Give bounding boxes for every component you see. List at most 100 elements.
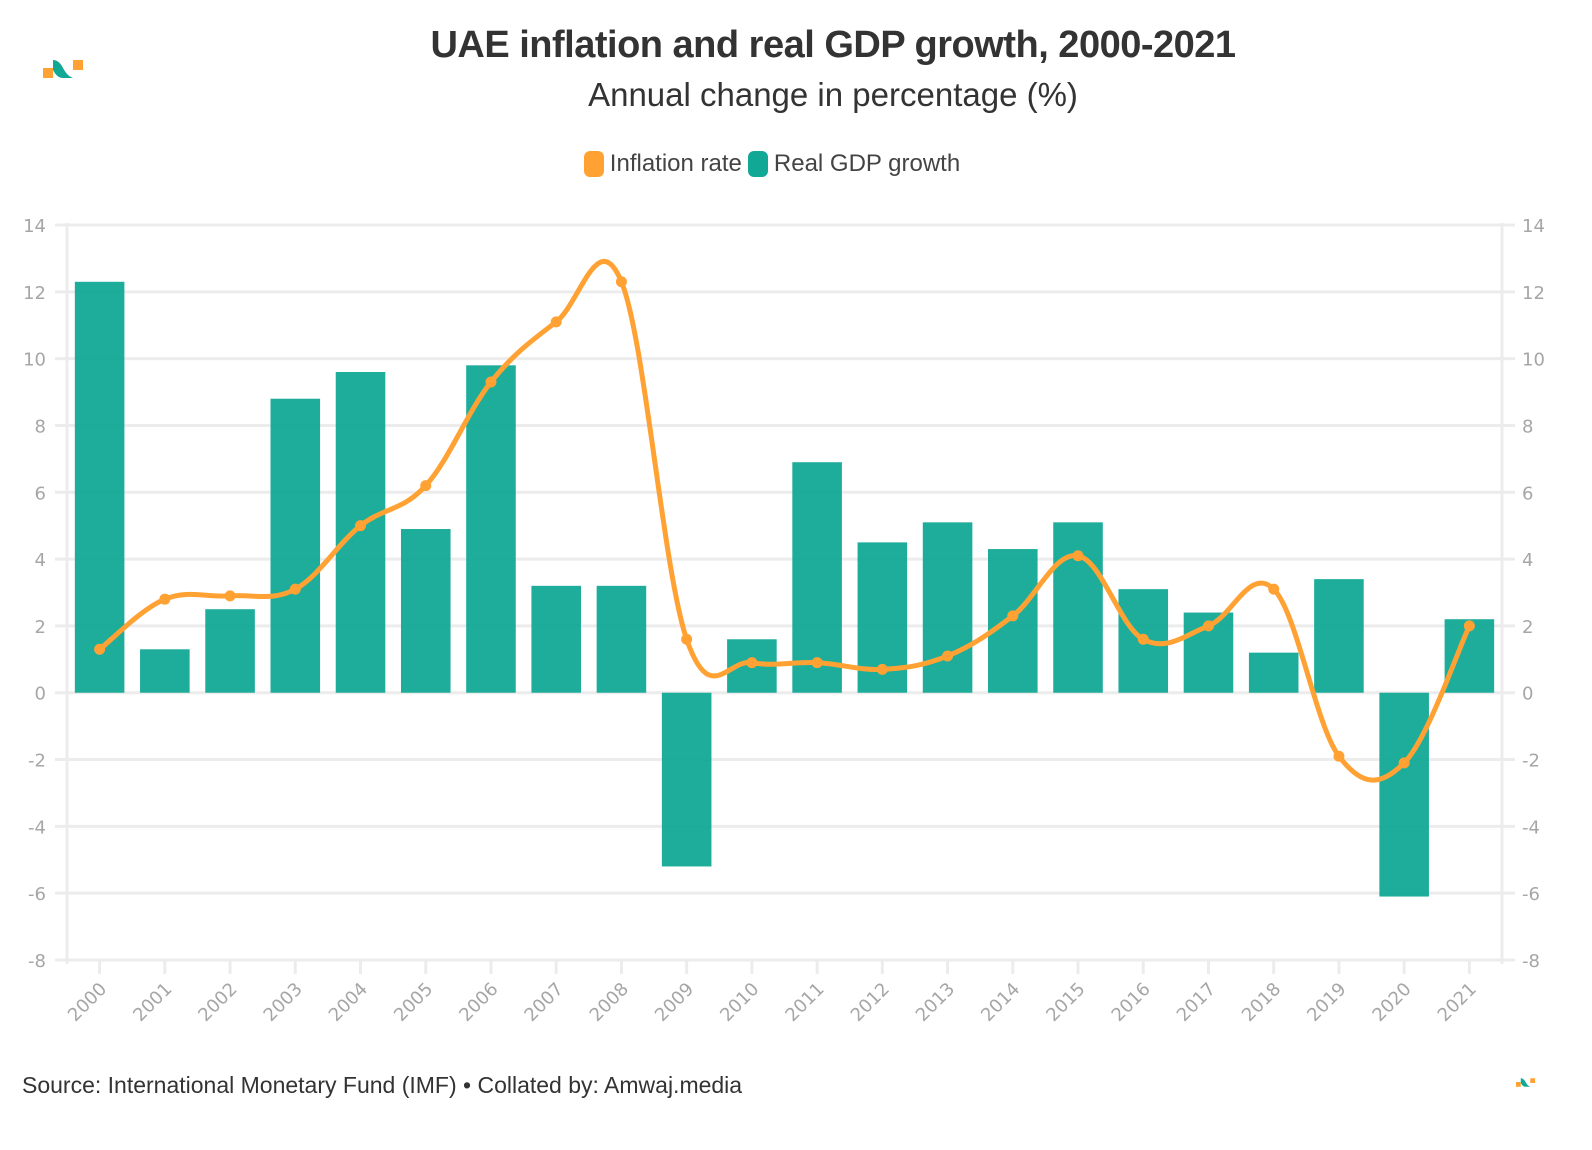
x-tick-label: 2020 (1368, 979, 1415, 1026)
amwaj-logo-icon (43, 60, 83, 78)
source-note: Source: International Monetary Fund (IMF… (22, 1072, 743, 1098)
inflation-point (1398, 757, 1410, 769)
inflation-point (224, 590, 236, 602)
x-tick-label: 2012 (847, 979, 894, 1026)
y-tick-label-left: -8 (28, 951, 46, 972)
x-tick-label: 2017 (1173, 979, 1220, 1026)
x-tick-label: 2018 (1238, 979, 1285, 1026)
inflation-point (876, 663, 888, 675)
gdp-bar (400, 529, 451, 693)
y-tick-label-left: 8 (35, 416, 46, 437)
inflation-point (355, 520, 367, 532)
axes (65, 223, 1504, 974)
y-tick-label-right: 0 (1522, 684, 1533, 705)
y-tick-label-left: -4 (28, 817, 46, 838)
inflation-point (94, 643, 106, 655)
amwaj-logo-small-icon (1516, 1078, 1536, 1087)
y-tick-label-right: 6 (1522, 483, 1533, 504)
x-tick-label: 2011 (781, 979, 828, 1026)
y-tick-label-left: 0 (35, 684, 46, 705)
y-tick-label-left: 6 (35, 483, 46, 504)
gdp-bar (335, 372, 386, 693)
y-tick-label-right: -4 (1522, 817, 1540, 838)
y-tick-label-right: 10 (1522, 350, 1545, 371)
legend-swatch-inflation (583, 151, 604, 177)
inflation-point (485, 376, 497, 388)
x-tick-label: 2013 (912, 979, 959, 1026)
gdp-bar (661, 692, 712, 867)
inflation-point (1007, 610, 1019, 622)
inflation-line (94, 259, 1475, 783)
chart-subtitle: Annual change in percentage (%) (588, 76, 1078, 113)
inflation-point (1072, 550, 1084, 562)
y-tick-label-right: 2 (1522, 617, 1533, 638)
x-tick-label: 2005 (390, 979, 437, 1026)
gdp-bar (1314, 579, 1364, 693)
inflation-point (942, 650, 954, 662)
x-tick-label: 2008 (586, 979, 633, 1026)
x-tick-label: 2009 (651, 979, 698, 1026)
gdp-bar (1248, 652, 1299, 693)
chart-title: UAE inflation and real GDP growth, 2000-… (430, 24, 1236, 66)
gdp-bar (922, 522, 973, 693)
inflation-point (1202, 620, 1214, 632)
gdp-bar (792, 462, 842, 693)
gdp-bar (531, 585, 581, 693)
gdp-bars (74, 281, 1495, 897)
x-tick-label: 2014 (977, 979, 1024, 1026)
y-tick-label-left: 4 (35, 550, 46, 571)
x-tick-label: 2016 (1108, 979, 1155, 1026)
y-tick-label-right: -2 (1522, 751, 1540, 772)
y-tick-label-left: 10 (23, 350, 46, 371)
gdp-bar (1379, 692, 1429, 897)
x-tick-label: 2001 (129, 979, 176, 1026)
inflation-point (289, 583, 301, 595)
gdp-bar (466, 365, 516, 693)
y-tick-label-right: -6 (1522, 884, 1540, 905)
x-tick-label: 2021 (1434, 979, 1481, 1026)
y-tick-label-right: 14 (1522, 216, 1545, 237)
gdp-bar (270, 398, 321, 693)
x-tick-label: 2000 (64, 979, 111, 1026)
y-tick-label-left: -2 (28, 751, 46, 772)
legend-item-gdp[interactable]: Real GDP growth (747, 150, 961, 178)
y-tick-label-left: -6 (28, 884, 46, 905)
legend-label-gdp: Real GDP growth (773, 150, 961, 177)
inflation-point (159, 593, 171, 605)
x-tick-label: 2002 (194, 979, 241, 1026)
x-tick-label: 2007 (520, 979, 567, 1026)
legend: Inflation rate Real GDP growth (0, 150, 1544, 178)
y-tick-label-right: 4 (1522, 550, 1533, 571)
x-tick-label: 2006 (455, 979, 502, 1026)
legend-swatch-gdp (747, 151, 768, 177)
x-tick-label: 2003 (260, 979, 307, 1026)
x-tick-label: 2010 (716, 979, 763, 1026)
gdp-bar (596, 585, 647, 693)
x-tick-label: 2004 (325, 979, 372, 1026)
y-tick-label-right: 8 (1522, 416, 1533, 437)
y-tick-label-left: 14 (23, 216, 46, 237)
inflation-point (746, 657, 758, 669)
inflation-point (1268, 583, 1280, 595)
y-tick-label-left: 2 (35, 617, 46, 638)
y-tick-label-right: 12 (1522, 283, 1545, 304)
inflation-point (811, 657, 823, 669)
legend-item-inflation[interactable]: Inflation rate (583, 150, 742, 178)
inflation-point (550, 316, 562, 328)
legend-label-inflation: Inflation rate (609, 150, 742, 177)
inflation-point (420, 480, 432, 492)
y-tick-label-right: -8 (1522, 951, 1540, 972)
gdp-bar (74, 281, 125, 693)
x-tick-label: 2015 (1042, 979, 1089, 1026)
gdp-bar (1053, 522, 1103, 693)
inflation-point (1137, 633, 1149, 645)
gdp-bar (205, 609, 255, 693)
inflation-point (1463, 620, 1475, 632)
x-tick-label: 2019 (1303, 979, 1350, 1026)
inflation-point (1333, 750, 1345, 762)
y-tick-label-left: 12 (23, 283, 46, 304)
inflation-point (681, 633, 693, 645)
gdp-bar (140, 649, 190, 693)
inflation-point (615, 276, 627, 288)
